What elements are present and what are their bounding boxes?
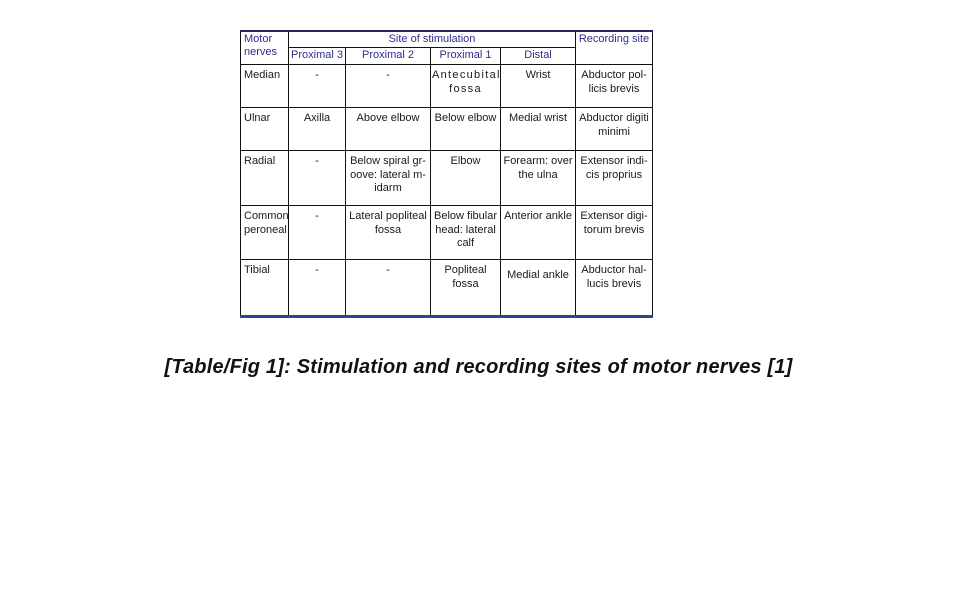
figure-caption: [Table/Fig 1]: Stimulation and recording… — [164, 356, 793, 378]
table-header-row-2: Proximal 3 Proximal 2 Proximal 1 Distal — [241, 47, 653, 66]
cell-proximal1: Popliteal fossa — [430, 259, 501, 318]
header-proximal-2: Proximal 2 — [345, 47, 431, 66]
cell-recording-site: Extensor indi- cis proprius — [575, 150, 654, 207]
cell-recording-site: Abductor digiti minimi — [575, 107, 654, 152]
nerve-name: Common peroneal — [240, 205, 289, 261]
header-motor-nerves: Motor nerves — [240, 30, 289, 66]
cell-proximal2: Lateral popliteal fossa — [345, 205, 431, 261]
cell-proximal1: Below elbow — [430, 107, 501, 152]
header-proximal-1: Proximal 1 — [430, 47, 501, 66]
header-recording-site: Recording site — [575, 30, 654, 66]
cell-distal: Medial ankle — [499, 259, 577, 318]
nerve-name: Tibial — [240, 259, 289, 318]
header-site-of-stimulation: Site of stimulation — [287, 30, 577, 49]
cell-proximal3: - — [288, 259, 346, 318]
cell-recording-site: Abductor hal- lucis brevis — [575, 259, 654, 318]
table-row-ulnar: Ulnar Axilla Above elbow Below elbow Med… — [240, 107, 654, 152]
cell-distal: Forearm: over the ulna — [499, 150, 577, 207]
cell-proximal3: Axilla — [288, 107, 346, 152]
nerve-name: Radial — [240, 150, 289, 207]
table-row-tibial: Tibial - - Popliteal fossa Medial ankle … — [240, 259, 654, 318]
table-row-radial: Radial - Below spiral gr- oove: lateral … — [240, 150, 654, 207]
cell-proximal2: Below spiral gr- oove: lateral m- idarm — [345, 150, 431, 207]
cell-recording-site: Extensor digi- torum brevis — [575, 205, 654, 261]
cell-proximal1: Antecubital fossa — [430, 64, 501, 109]
table-row-common-peroneal: Common peroneal - Lateral popliteal foss… — [240, 205, 654, 261]
cell-proximal3: - — [288, 150, 346, 207]
cell-proximal1: Below fibular head: lateral calf — [430, 205, 501, 261]
cell-recording-site: Abductor pol- licis brevis — [575, 64, 654, 109]
nerve-name: Ulnar — [240, 107, 289, 152]
nerve-name: Median — [240, 64, 289, 109]
cell-proximal1: Elbow — [430, 150, 501, 207]
table-row-median: Median - - Antecubital fossa Wrist Abduc… — [240, 64, 654, 109]
motor-nerves-table: Motor nerves Site of stimulation Recordi… — [240, 30, 654, 319]
cell-distal: Anterior ankle — [499, 205, 577, 261]
cell-proximal2: Above elbow — [345, 107, 431, 152]
cell-proximal2: - — [345, 259, 431, 318]
cell-proximal3: - — [288, 64, 346, 109]
cell-distal: Medial wrist — [499, 107, 577, 152]
header-proximal-3: Proximal 3 — [288, 47, 346, 66]
header-distal: Distal — [499, 47, 577, 66]
cell-proximal2: - — [345, 64, 431, 109]
table-header-row-1: Motor nerves Site of stimulation Recordi… — [240, 30, 654, 66]
cell-proximal3: - — [288, 205, 346, 261]
cell-distal: Wrist — [499, 64, 577, 109]
